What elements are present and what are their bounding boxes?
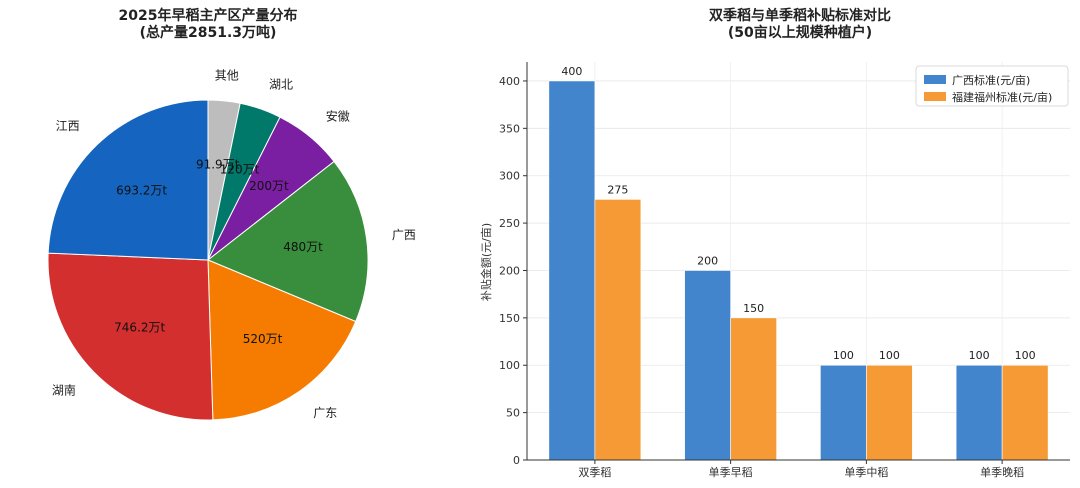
y-tick-label: 250 xyxy=(499,217,520,230)
pie-value-label: 200万t xyxy=(249,179,289,193)
y-tick-label: 0 xyxy=(513,454,520,467)
pie-category-label: 广东 xyxy=(313,406,337,420)
bar-0-0 xyxy=(548,80,596,461)
bar-chart: 双季稻与单季稻补贴标准对比 (50亩以上规模种植户) 400 275 200 150 1… xyxy=(479,7,1070,479)
bar-2-0 xyxy=(820,364,867,461)
pie-category-label: 江西 xyxy=(56,119,80,133)
y-tick-label: 150 xyxy=(499,312,520,325)
bar-0-1 xyxy=(594,199,642,461)
y-tick-label: 100 xyxy=(499,359,520,372)
bar-data-label: 100 xyxy=(1015,349,1036,362)
pie-subtitle: (总产量2851.3万吨) xyxy=(140,24,277,41)
pie-category-label: 广西 xyxy=(392,228,416,242)
bar-subtitle: (50亩以上规模种植户) xyxy=(728,24,872,41)
pie-value-label: 480万t xyxy=(283,240,323,254)
pie-value-label: 91.9万t xyxy=(196,158,240,172)
legend: 广西标准(元/亩) 福建福州标准(元/亩) xyxy=(915,65,1069,107)
bar-1-1 xyxy=(730,317,777,461)
x-tick-label: 单季晚稻 xyxy=(980,466,1024,479)
y-tick-label: 50 xyxy=(506,407,520,420)
pie-value-label: 693.2万t xyxy=(116,184,167,198)
pie-slice-4 xyxy=(207,259,357,421)
pie-title: 2025年早稻主产区产量分布 xyxy=(119,7,298,24)
bar-data-label: 100 xyxy=(833,349,854,362)
bar-3-0 xyxy=(955,364,1003,461)
y-tick-label: 400 xyxy=(499,75,520,88)
pie-value-label: 520万t xyxy=(243,332,283,346)
y-tick-label: 200 xyxy=(499,264,520,277)
pie-value-label: 746.2万t xyxy=(114,320,165,334)
pie-category-label: 湖北 xyxy=(269,77,293,92)
x-tick-label: 单季中稻 xyxy=(844,466,888,479)
pie-value-label: 120万t xyxy=(220,162,260,176)
legend-entry: 福建福州标准(元/亩) xyxy=(952,90,1052,104)
legend-swatch xyxy=(924,75,946,84)
pie-slice-6 xyxy=(47,99,209,261)
bar-data-label: 200 xyxy=(697,254,718,267)
legend-box xyxy=(915,65,1069,107)
bar-title: 双季稻与单季稻补贴标准对比 xyxy=(709,7,891,24)
pie-category-label: 安徽 xyxy=(326,109,350,124)
y-tick-label: 300 xyxy=(499,170,520,183)
bar-data-label: 275 xyxy=(607,183,628,196)
pie-category-label: 其他 xyxy=(215,68,239,82)
bar-data-label: 150 xyxy=(743,302,764,315)
x-tick-label: 双季稻 xyxy=(578,466,611,479)
bar-3-1 xyxy=(1001,364,1049,461)
legend-entry: 广西标准(元/亩) xyxy=(952,73,1030,87)
x-tick-label: 单季早稻 xyxy=(709,466,753,479)
bar-data-label: 100 xyxy=(879,349,900,362)
pie-slice-5 xyxy=(47,252,214,421)
bar-1-0 xyxy=(684,270,731,461)
bar-data-label: 400 xyxy=(561,65,582,78)
bar-2-1 xyxy=(866,364,913,461)
y-axis-title: 补贴金额(元/亩) xyxy=(479,223,493,301)
pie-chart: 2025年早稻主产区产量分布 (总产量2851.3万吨) 其他 91.9万t 湖北 1… xyxy=(47,7,416,421)
pie-slice-3 xyxy=(207,160,369,323)
pie-category-label: 湖南 xyxy=(52,382,76,397)
y-tick-label: 350 xyxy=(499,122,520,135)
bar-data-label: 100 xyxy=(969,349,990,362)
legend-swatch xyxy=(924,92,946,101)
